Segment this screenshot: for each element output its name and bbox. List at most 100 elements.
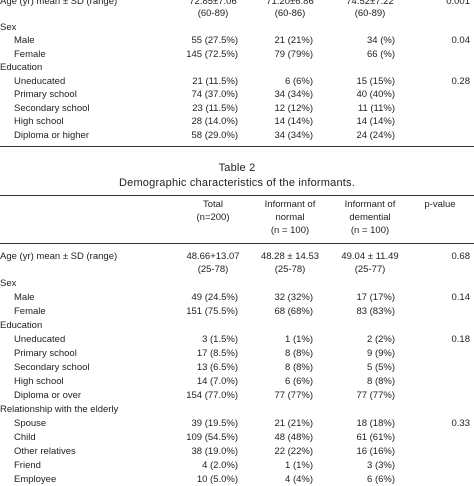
cell-text: 48.28 ± 14.53 (260, 251, 320, 262)
cell-text: Education (0, 320, 43, 331)
cell-text: 28 (14.0%) (191, 116, 238, 127)
cell-text: 15 (15%) (356, 75, 395, 87)
cell-text: (25-78) (197, 264, 229, 275)
rule (0, 146, 474, 147)
cell-text: 18 (18%) (356, 418, 395, 429)
cell-text: Spouse (14, 418, 47, 429)
cell-text: 34 (34%) (274, 129, 313, 141)
cell-text: Uneducated (14, 334, 66, 345)
cell-text: Child (14, 432, 36, 443)
cell-text: 38 (19.0%) (191, 446, 238, 457)
cell-text: 21 (11.5%) (192, 75, 238, 87)
cell-text: 6 (6%) (367, 474, 395, 485)
cell-text: Female (14, 48, 46, 60)
cell-text: 40 (40%) (356, 89, 395, 100)
cell-text: Other relatives (14, 446, 76, 457)
cell-text: 79 (79%) (274, 48, 313, 60)
cell-text: 24 (24%) (356, 129, 395, 141)
cell-text: 77 (77%) (356, 390, 395, 401)
cell-text: 5 (5%) (367, 362, 395, 373)
cell-text: 49 (24.5%) (191, 292, 238, 303)
cell-text: Secondary school (14, 102, 90, 114)
cell-text: (60-86) (274, 8, 306, 19)
cell-text: Uneducated (14, 75, 66, 87)
cell-text: 9 (9%) (367, 348, 395, 359)
cell-text: 12 (12%) (274, 102, 313, 114)
cell-text: 10 (5.0%) (196, 474, 238, 485)
cell-text: 21 (21%) (274, 418, 313, 429)
cell-text: 0.001 (446, 0, 470, 7)
cell-text: 0.28 (451, 75, 471, 87)
cell-text: Sex (0, 21, 17, 33)
cell-text: 14 (14%) (356, 116, 395, 127)
cell-text: 11 (11%) (357, 102, 395, 114)
cell-text: 74.52±7.22 (346, 0, 394, 7)
cell-text: 58 (29.0%) (191, 129, 238, 141)
cell-text: Secondary school (14, 362, 90, 373)
cell-text: 39 (19.5%) (191, 418, 238, 429)
cell-text: demential (349, 212, 391, 223)
cell-text: 74 (37.0%) (191, 89, 238, 100)
cell-text: 8 (8%) (285, 362, 313, 373)
cell-text: 61 (61%) (356, 432, 395, 443)
cell-text: 21 (21%) (274, 35, 313, 46)
cell-text: Friend (14, 460, 41, 471)
cell-text: 0.18 (451, 334, 471, 345)
cell-text: Male (14, 35, 35, 46)
cell-text: 77 (77%) (274, 390, 313, 401)
cell-text: 3 (1.5%) (202, 334, 238, 345)
cell-text: 83 (83%) (356, 306, 395, 317)
cell-text: 14 (7.0%) (196, 376, 238, 387)
cell-text: Education (0, 62, 43, 73)
cell-text: 22 (22%) (274, 446, 313, 457)
cell-text: 49.04 ± 11.49 (341, 251, 399, 262)
cell-text: 4 (4%) (285, 474, 313, 485)
cell-text: 6 (6%) (285, 376, 313, 387)
cell-text: 3 (3%) (367, 460, 395, 471)
cell-text: 6 (6%) (285, 75, 313, 87)
cell-text: (25-77) (354, 264, 386, 275)
cell-text: Age (yr) mean ± SD (range) (0, 251, 118, 262)
cell-text: 55 (27.5%) (191, 35, 238, 46)
cell-text: (n = 100) (350, 225, 390, 236)
cell-text: 68 (68%) (274, 306, 313, 317)
cell-text: 32 (32%) (274, 292, 313, 303)
cell-text: 34 (%) (367, 35, 395, 46)
cell-text: Informant of (344, 199, 396, 210)
cell-text: Demographic characteristics of the infor… (118, 177, 356, 189)
cell-text: 14 (14%) (274, 116, 313, 127)
rule (0, 243, 474, 244)
cell-text: 13 (6.5%) (196, 362, 238, 373)
cell-text: 71.20±6.86 (266, 0, 314, 7)
cell-text: 72.85±7.06 (189, 0, 237, 7)
cell-text: 109 (54.5%) (186, 432, 238, 443)
cell-text: (n = 100) (270, 225, 310, 236)
cell-text: Relationship with the elderly (0, 404, 119, 415)
cell-text: 16 (16%) (356, 446, 395, 457)
cell-text: Age (yr) mean ± SD (range) (0, 0, 118, 7)
cell-text: (n=200) (196, 212, 230, 223)
cell-text: 48.66+13.07 (186, 251, 240, 262)
cell-text: 154 (77.0%) (186, 390, 238, 401)
cell-text: 0.04 (451, 35, 471, 46)
cell-text: Diploma or higher (14, 129, 89, 141)
cell-text: Total (202, 199, 224, 210)
cell-text: normal (275, 212, 305, 223)
cell-text: (25-78) (274, 264, 306, 275)
cell-text: 17 (17%) (356, 292, 395, 303)
cell-text: Primary school (14, 348, 77, 359)
cell-text: High school (14, 376, 64, 387)
cell-text: Female (14, 306, 46, 317)
cell-text: Informant of (264, 199, 316, 210)
cell-text: Employee (14, 474, 57, 485)
cell-text: Sex (0, 278, 17, 289)
cell-text: 1 (1%) (285, 460, 313, 471)
cell-text: 23 (11.5%) (192, 102, 238, 114)
cell-text: 48 (48%) (274, 432, 313, 443)
cell-text: Primary school (14, 89, 77, 100)
cell-text: p-value (424, 199, 456, 210)
cell-text: Table 2 (218, 162, 256, 174)
cell-text: High school (14, 116, 64, 127)
cell-text: Male (14, 292, 35, 303)
